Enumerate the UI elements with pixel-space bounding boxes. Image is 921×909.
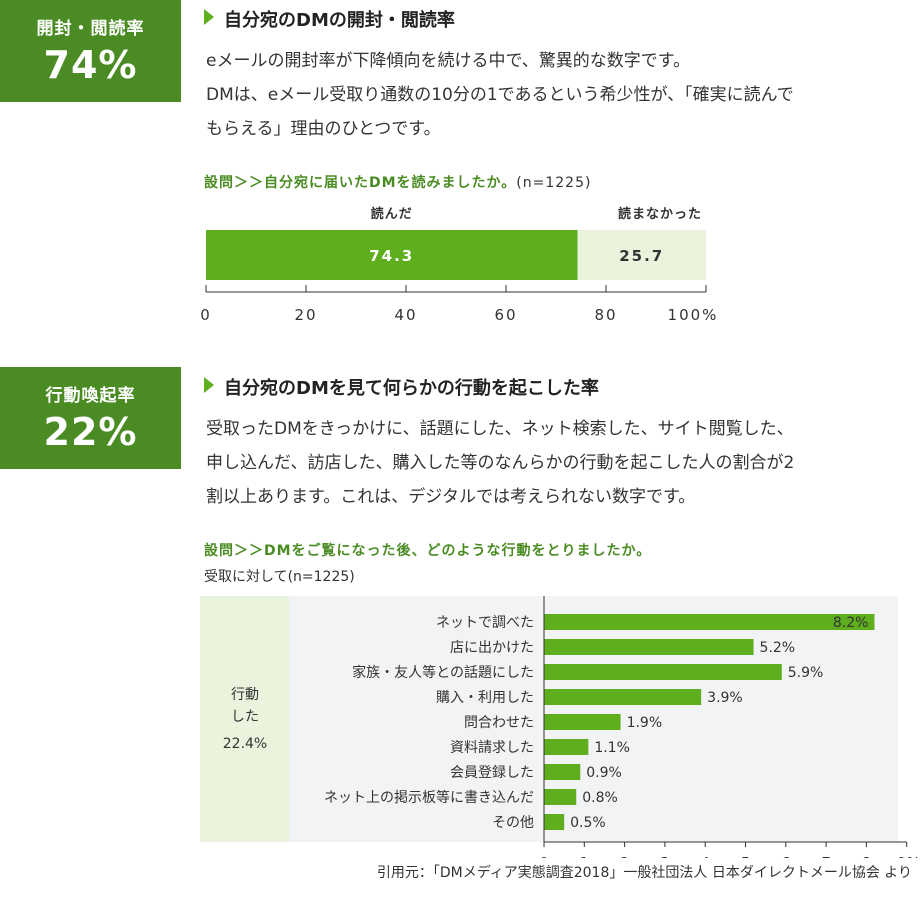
data-label: 0.5% — [570, 815, 606, 831]
x-tick-label: 6 — [781, 854, 791, 858]
category-label: 問合わせた — [464, 715, 534, 731]
group-label: 行動 — [231, 687, 259, 703]
x-tick-label: 1 — [580, 854, 590, 858]
question-text: 設問＞＞自分宛に届いたDMを読みましたか。 — [204, 175, 517, 191]
category-label: その他 — [492, 815, 534, 831]
category-label: ネット上の掲示板等に書き込んだ — [324, 789, 534, 806]
bar-segment — [206, 230, 578, 280]
x-tick-label: 40 — [394, 306, 417, 324]
data-label: 0.8% — [582, 790, 618, 806]
section1-title: 自分宛のDMの開封・閲読率 — [204, 6, 455, 32]
x-tick-label: 60 — [494, 306, 517, 324]
data-label: 0.9% — [586, 765, 622, 781]
section1-title-text: 自分宛のDMの開封・閲読率 — [224, 10, 455, 31]
desc-line: 申し込んだ、訪店した、購入した等のなんらかの行動を起こした人の割合が2 — [206, 453, 795, 473]
x-tick-label: 2 — [620, 854, 630, 858]
sample-size: (n=1225) — [516, 175, 592, 191]
data-label: 5.2% — [760, 640, 796, 656]
bar — [544, 764, 581, 780]
legend-label: 読まなかった — [618, 206, 702, 222]
category-label: 家族・友人等との話題にした — [352, 664, 534, 681]
data-label: 25.7 — [619, 247, 664, 265]
open-rate-badge: 開封・閲読率 74% — [0, 0, 181, 102]
x-tick-label: 4 — [700, 854, 710, 858]
section1-question: 設問＞＞自分宛に届いたDMを読みましたか。(n=1225) — [204, 172, 591, 192]
desc-line: DMは、eメール受取り通数の10分の1であるという希少性が、「確実に読んで — [206, 85, 794, 105]
x-tick-label: 0 — [200, 306, 212, 324]
section2-question: 設問＞＞DMをご覧になった後、どのような行動をとりましたか。 — [204, 543, 652, 559]
category-label: ネットで調べた — [436, 615, 534, 631]
citation: 引用元：「DMメディア実態調査2018」一般社団法人 日本ダイレクトメール協会 … — [376, 865, 912, 881]
desc-line: 割以上あります。これは、デジタルでは考えられない数字です。 — [206, 487, 696, 507]
data-label: 74.3 — [369, 247, 414, 265]
open-rate-value: 74% — [43, 43, 138, 87]
x-tick-label: 0 — [539, 854, 549, 858]
category-label: 購入・利用した — [436, 690, 534, 706]
bar — [544, 789, 577, 805]
data-label: 1.1% — [594, 740, 630, 756]
x-tick-label: 100% — [668, 306, 719, 324]
category-label: 店に出かけた — [450, 640, 534, 656]
action-rate-badge: 行動喚起率 22% — [0, 367, 181, 469]
x-tick-label: 8 — [862, 854, 872, 858]
x-tick-label: 20 — [294, 306, 317, 324]
bar-segment — [577, 230, 706, 280]
group-label-panel — [200, 596, 289, 842]
read-rate-chart: 74.3 読んだ 25.7 読まなかった 0 20 40 60 80 100% — [200, 206, 719, 324]
data-label: 1.9% — [627, 715, 663, 731]
x-tick-label: 5 — [741, 854, 751, 858]
x-tick-label: 9% — [897, 854, 921, 858]
triangle-icon — [204, 377, 214, 393]
data-label: 5.9% — [788, 665, 824, 681]
desc-line: もらえる」理由のひとつです。 — [206, 119, 441, 139]
data-label: 3.9% — [707, 690, 743, 706]
x-tick-label: 7 — [821, 854, 831, 858]
open-rate-label: 開封・閲読率 — [36, 19, 145, 39]
category-label: 資料請求した — [450, 740, 534, 756]
action-rate-label: 行動喚起率 — [45, 386, 136, 406]
bar — [544, 614, 875, 630]
section1-description: eメールの開封率が下降傾向を続ける中で、驚異的な数字です。 DMは、eメール受取… — [206, 44, 794, 146]
bar — [544, 714, 621, 730]
bar — [544, 689, 702, 705]
section2-title-text: 自分宛のDMを見て何らかの行動を起こした率 — [224, 378, 599, 399]
bar — [544, 739, 589, 755]
section2-description: 受取ったDMをきっかけに、話題にした、ネット検索した、サイト閲覧した、 申し込ん… — [206, 412, 794, 514]
section2-title: 自分宛のDMを見て何らかの行動を起こした率 — [204, 374, 599, 400]
bar — [544, 814, 565, 830]
desc-line: eメールの開封率が下降傾向を続ける中で、驚異的な数字です。 — [206, 51, 691, 71]
group-label: 22.4% — [223, 736, 267, 752]
section2-subtitle: 受取に対して(n=1225) — [204, 569, 355, 585]
group-label: した — [231, 709, 259, 725]
bar — [544, 664, 782, 680]
bar — [544, 639, 754, 655]
legend-label: 読んだ — [371, 206, 413, 222]
desc-line: 受取ったDMをきっかけに、話題にした、ネット検索した、サイト閲覧した、 — [206, 419, 794, 439]
x-tick-label: 3 — [660, 854, 670, 858]
triangle-icon — [204, 9, 214, 25]
action-rate-value: 22% — [43, 410, 138, 454]
data-label: 8.2% — [833, 615, 869, 631]
category-label: 会員登録した — [450, 765, 534, 781]
x-tick-label: 80 — [594, 306, 617, 324]
